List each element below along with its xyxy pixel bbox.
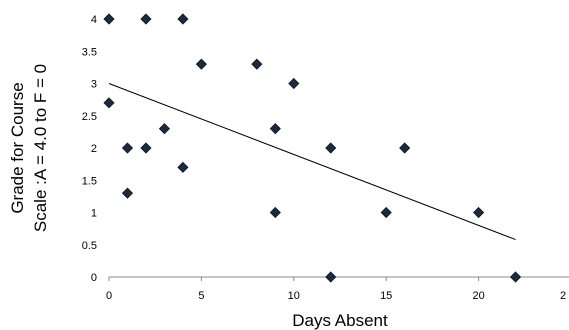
data-point	[399, 142, 411, 154]
data-point	[325, 142, 337, 154]
y-axis-ticks: 0 0.5 1 1.5 2 2.5 3 3.5 4	[82, 14, 97, 284]
x-tick-label: 15	[380, 290, 392, 302]
data-point	[177, 161, 189, 173]
data-point	[269, 123, 281, 135]
data-points	[103, 13, 522, 283]
x-axis-title: Days Absent	[292, 311, 388, 330]
data-point	[195, 58, 207, 70]
y-tick-label: 4	[91, 14, 97, 26]
trendline-group	[108, 83, 516, 241]
data-point	[509, 271, 522, 283]
data-point	[140, 142, 152, 154]
data-point	[121, 187, 134, 199]
data-point	[325, 271, 337, 283]
x-tick-label: 5	[198, 290, 204, 302]
data-point	[269, 206, 281, 219]
data-point	[288, 77, 300, 90]
data-point	[473, 206, 485, 219]
y-tick-label: 3	[91, 79, 97, 91]
y-axis-title-line-2: Scale :A = 4.0 to F = 0	[31, 64, 50, 232]
data-point	[177, 13, 189, 25]
x-tick-label: 10	[288, 290, 300, 302]
y-tick-label: 1.5	[82, 175, 97, 187]
data-point	[121, 142, 134, 154]
x-tick-label: 20	[472, 290, 484, 302]
y-tick-label: 0.5	[82, 240, 97, 252]
data-point	[103, 13, 115, 25]
data-point	[140, 13, 152, 25]
y-tick-label: 3.5	[82, 46, 97, 58]
y-tick-label: 0	[91, 272, 97, 284]
y-tick-label: 2	[91, 143, 97, 155]
y-tick-label: 1	[91, 208, 97, 220]
data-point	[380, 206, 392, 219]
x-tick-label: 2	[560, 290, 566, 302]
data-point	[251, 58, 263, 70]
x-tick-label: 0	[106, 290, 112, 302]
data-point	[158, 123, 171, 135]
y-axis-title-line-1: Grade for Course	[8, 82, 27, 213]
x-axis-ticks: 0 5 10 15 20 2	[106, 277, 566, 302]
y-tick-label: 2.5	[82, 111, 97, 123]
trendline	[108, 83, 516, 241]
data-point	[103, 97, 115, 109]
